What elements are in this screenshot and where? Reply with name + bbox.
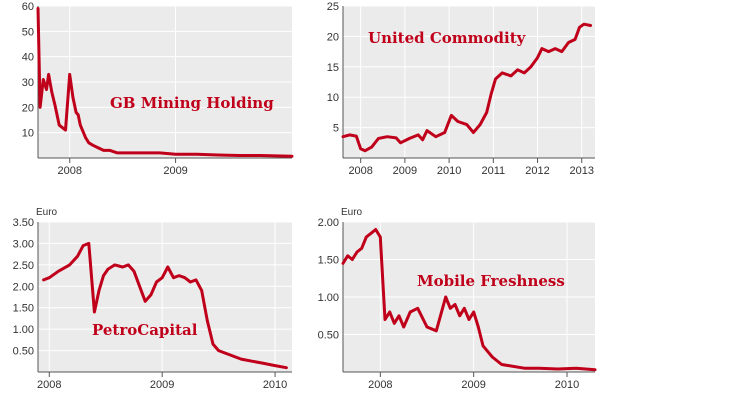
y-tick-label: 5: [333, 123, 339, 135]
y-tick-label: 1.00: [13, 324, 34, 336]
x-tick-label: 2008: [37, 379, 61, 391]
y-tick-label: 20: [327, 31, 339, 43]
x-tick-label: 2010: [437, 165, 461, 177]
y-tick-label: 40: [22, 52, 34, 64]
y-tick-label: 1.50: [318, 255, 339, 267]
x-tick-label: 2012: [525, 165, 549, 177]
y-tick-label: 3.50: [13, 217, 34, 229]
x-tick-label: 2008: [348, 165, 372, 177]
y-tick-label: 2.50: [13, 260, 34, 272]
x-tick-label: 2011: [481, 165, 505, 177]
chart-title: United Commodity: [368, 29, 527, 47]
x-tick-label: 2009: [163, 165, 187, 177]
x-tick-label: 2008: [368, 379, 392, 391]
y-tick-label: 15: [327, 62, 339, 74]
x-tick-label: 2008: [58, 165, 82, 177]
y-tick-label: 1.00: [318, 292, 339, 304]
plot-area: [38, 222, 292, 372]
x-tick-label: 2009: [461, 379, 485, 391]
y-tick-label: 0.50: [13, 346, 34, 358]
y-tick-label: 50: [22, 26, 34, 38]
y-tick-label: 2.00: [13, 281, 34, 293]
unit-label: Euro: [36, 207, 58, 218]
series-line: [341, 228, 597, 372]
y-tick-label: 10: [327, 92, 339, 104]
y-tick-label: 30: [22, 77, 34, 89]
chart-title: GB Mining Holding: [110, 94, 274, 112]
y-tick-label: 25: [327, 1, 339, 13]
y-tick-label: 0.50: [318, 330, 339, 342]
x-tick-label: 2010: [263, 379, 287, 391]
y-tick-label: 2.00: [318, 217, 339, 229]
chart-title: Mobile Freshness: [417, 272, 565, 290]
plot-area: [343, 6, 595, 158]
series-line: [42, 241, 288, 370]
x-tick-label: 2009: [393, 165, 417, 177]
x-tick-label: 2013: [569, 165, 593, 177]
y-tick-label: 60: [22, 1, 34, 13]
y-tick-label: 3.00: [13, 238, 34, 250]
chart-title: PetroCapital: [92, 321, 198, 339]
y-tick-label: 10: [22, 128, 34, 140]
unit-label: Euro: [341, 207, 363, 218]
series-line: [36, 7, 294, 158]
x-tick-label: 2010: [555, 379, 579, 391]
y-tick-label: 20: [22, 102, 34, 114]
series-line: [341, 22, 593, 153]
y-tick-label: 1.50: [13, 303, 34, 315]
x-tick-label: 2009: [150, 379, 174, 391]
